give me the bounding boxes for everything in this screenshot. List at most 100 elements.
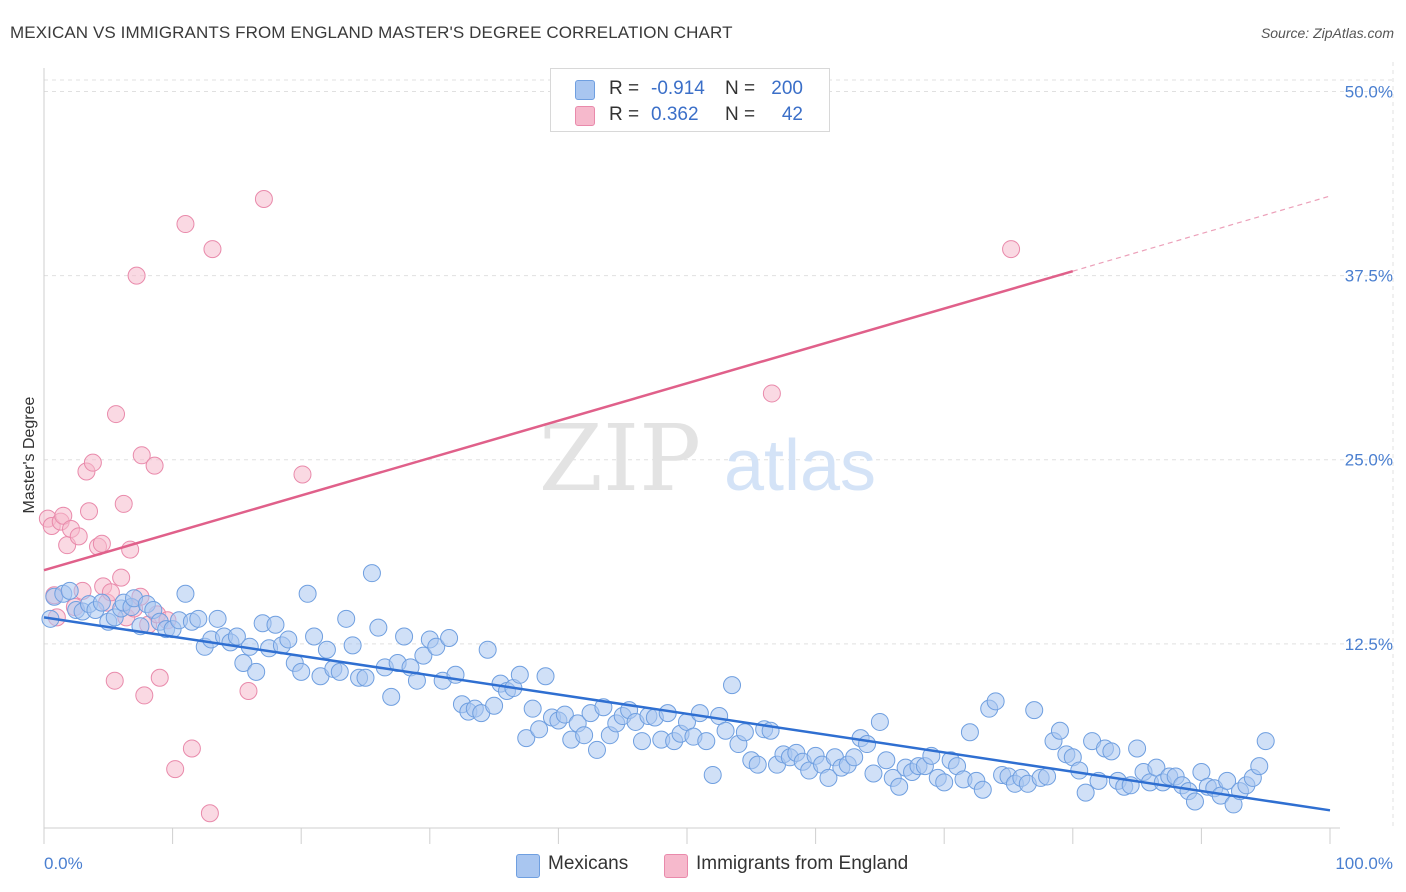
point-mexicans bbox=[858, 735, 877, 754]
point-mexicans bbox=[510, 665, 529, 684]
point-mexicans bbox=[658, 704, 677, 723]
legend-swatch-england bbox=[664, 854, 688, 878]
point-england bbox=[166, 760, 185, 779]
y-tick-label: 37.5% bbox=[1345, 267, 1393, 286]
point-mexicans bbox=[1102, 742, 1121, 761]
point-mexicans bbox=[247, 662, 266, 681]
data-points bbox=[38, 189, 1275, 823]
point-mexicans bbox=[819, 768, 838, 787]
point-mexicans bbox=[440, 628, 459, 647]
point-mexicans bbox=[587, 740, 606, 759]
point-mexicans bbox=[1128, 739, 1147, 758]
trend-lines bbox=[43, 195, 1331, 812]
point-mexicans bbox=[414, 646, 433, 665]
point-mexicans bbox=[60, 581, 79, 600]
point-england bbox=[112, 568, 131, 587]
watermark-atlas: atlas bbox=[724, 426, 876, 506]
point-mexicans bbox=[575, 726, 594, 745]
point-mexicans bbox=[690, 704, 709, 723]
legend-r-value: 0.362 bbox=[651, 104, 699, 125]
point-england bbox=[69, 527, 88, 546]
point-england bbox=[135, 686, 154, 705]
point-mexicans bbox=[292, 662, 311, 681]
point-mexicans bbox=[1025, 701, 1044, 720]
legend-r-label: R = bbox=[609, 78, 640, 99]
point-mexicans bbox=[1250, 757, 1269, 776]
point-england bbox=[254, 189, 273, 208]
legend-row-england: R = 0.362 N = 42 bbox=[551, 102, 829, 128]
point-england bbox=[114, 494, 133, 513]
x-tick-label-max: 100.0% bbox=[1335, 854, 1393, 873]
point-mexicans bbox=[555, 705, 574, 724]
point-mexicans bbox=[870, 712, 889, 731]
point-mexicans bbox=[317, 640, 336, 659]
point-mexicans bbox=[227, 627, 246, 646]
point-mexicans bbox=[973, 780, 992, 799]
legend-r-label: R = bbox=[609, 104, 640, 125]
legend-r-value: -0.914 bbox=[651, 78, 705, 99]
point-mexicans bbox=[716, 721, 735, 740]
point-mexicans bbox=[382, 687, 401, 706]
correlation-legend: R = -0.914 N = 200 R = 0.362 N = 42 bbox=[550, 68, 830, 132]
point-england bbox=[54, 506, 73, 525]
point-mexicans bbox=[890, 777, 909, 796]
point-mexicans bbox=[337, 609, 356, 628]
point-mexicans bbox=[176, 584, 195, 603]
point-england bbox=[293, 465, 312, 484]
legend-label-mexicans: Mexicans bbox=[548, 853, 629, 874]
point-mexicans bbox=[266, 615, 285, 634]
point-mexicans bbox=[427, 637, 446, 656]
point-mexicans bbox=[1076, 783, 1095, 802]
point-mexicans bbox=[356, 668, 375, 687]
point-england bbox=[239, 682, 258, 701]
point-mexicans bbox=[697, 732, 716, 751]
point-mexicans bbox=[279, 630, 298, 649]
legend-n-value: 200 bbox=[771, 78, 803, 99]
trend-line-mexicans bbox=[43, 616, 1331, 812]
point-mexicans bbox=[478, 640, 497, 659]
point-mexicans bbox=[298, 584, 317, 603]
chart-title: MEXICAN VS IMMIGRANTS FROM ENGLAND MASTE… bbox=[10, 23, 733, 42]
point-england bbox=[182, 739, 201, 758]
point-mexicans bbox=[369, 618, 388, 637]
point-mexicans bbox=[632, 732, 651, 751]
point-mexicans bbox=[189, 609, 208, 628]
point-england bbox=[127, 266, 146, 285]
point-mexicans bbox=[362, 564, 381, 583]
y-tick-label: 12.5% bbox=[1345, 635, 1393, 654]
point-england bbox=[80, 502, 99, 521]
point-england bbox=[83, 453, 102, 472]
x-tick-label-min: 0.0% bbox=[44, 854, 83, 873]
point-mexicans bbox=[935, 773, 954, 792]
point-mexicans bbox=[1038, 767, 1057, 786]
y-axis-title: Master's Degree bbox=[21, 396, 38, 513]
point-mexicans bbox=[536, 667, 555, 686]
point-mexicans bbox=[517, 729, 536, 748]
point-england bbox=[92, 534, 111, 553]
point-mexicans bbox=[723, 676, 742, 695]
legend-label-england: Immigrants from England bbox=[696, 853, 909, 874]
point-mexicans bbox=[92, 593, 111, 612]
point-mexicans bbox=[343, 636, 362, 655]
point-england bbox=[200, 804, 219, 823]
point-mexicans bbox=[735, 723, 754, 742]
point-england bbox=[107, 405, 126, 424]
point-mexicans bbox=[748, 755, 767, 774]
legend-n-label: N = bbox=[725, 104, 756, 125]
axes bbox=[43, 68, 1340, 844]
source-label: Source: ZipAtlas.com bbox=[1260, 25, 1394, 41]
point-england bbox=[105, 671, 124, 690]
legend-n-label: N = bbox=[725, 78, 756, 99]
point-mexicans bbox=[877, 751, 896, 770]
point-mexicans bbox=[330, 662, 349, 681]
point-england bbox=[145, 456, 164, 475]
point-mexicans bbox=[1185, 792, 1204, 811]
y-tick-label: 50.0% bbox=[1345, 82, 1393, 101]
point-england bbox=[203, 240, 222, 259]
point-mexicans bbox=[530, 720, 549, 739]
point-mexicans bbox=[986, 692, 1005, 711]
legend-swatch-mexicans bbox=[516, 854, 540, 878]
point-england bbox=[1002, 240, 1021, 259]
legend-n-value: 42 bbox=[781, 104, 803, 125]
